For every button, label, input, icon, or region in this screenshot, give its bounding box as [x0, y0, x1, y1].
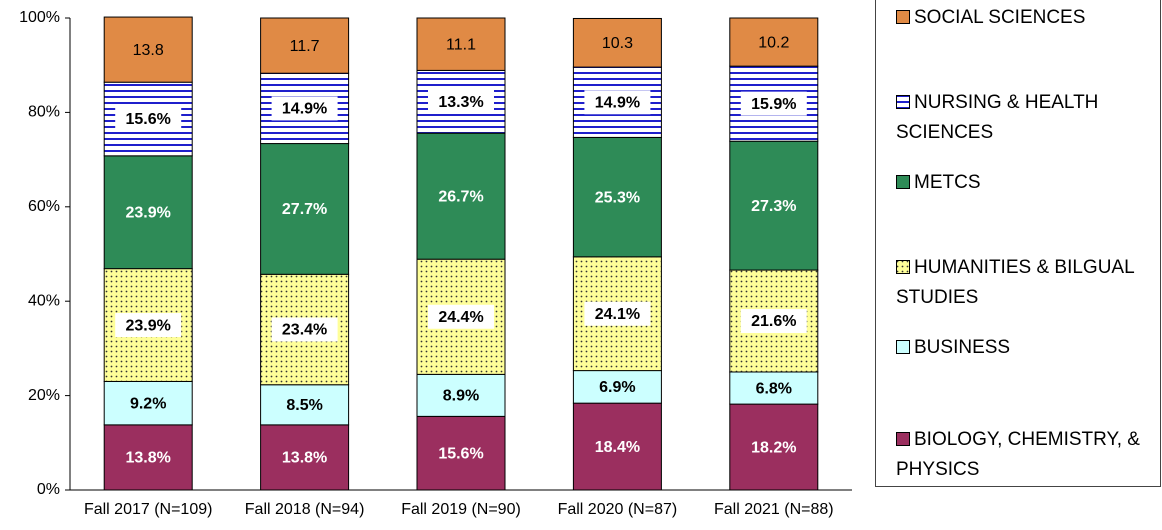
data-label: 9.2%: [130, 395, 166, 412]
legend-entry: BUSINESS: [896, 333, 1158, 363]
data-label: 14.9%: [595, 94, 640, 111]
swatch: [896, 432, 910, 446]
data-label: 10.2: [758, 34, 789, 51]
data-label: 11.7: [290, 38, 320, 55]
bar-segment: [572, 17, 662, 68]
y-tick-label: 60%: [28, 198, 60, 215]
legend-entry: METCS: [896, 168, 1158, 198]
legend-entry: NURSING & HEALTH SCIENCES: [896, 88, 1158, 148]
label-box: [271, 317, 338, 342]
legend-swatch: [896, 432, 910, 446]
data-label: 15.6%: [126, 111, 171, 128]
data-label: 8.5%: [286, 397, 322, 414]
legend-label: BUSINESS: [914, 337, 1011, 358]
data-label: 15.6%: [438, 445, 483, 462]
data-label: 25.3%: [595, 189, 640, 206]
x-tick-label: Fall 2018 (N=94): [245, 501, 365, 518]
bar-segment: [729, 140, 819, 271]
bar-segment: [416, 415, 506, 491]
label-box: [428, 304, 494, 329]
data-label: 15.9%: [751, 96, 796, 113]
data-label: 24.1%: [595, 306, 640, 323]
label-box: [740, 309, 807, 334]
x-tick-label: Fall 2021 (N=88): [714, 501, 834, 518]
data-label: 13.8%: [282, 450, 327, 467]
legend-swatch: [896, 175, 910, 189]
data-label: 18.4%: [595, 439, 640, 456]
x-tick-label: Fall 2019 (N=90): [401, 501, 521, 518]
swatch: [896, 95, 910, 109]
legend-entry: BIOLOGY, CHEMISTRY, & PHYSICS: [896, 425, 1158, 485]
y-tick-label: 0%: [37, 481, 60, 498]
data-label: 27.7%: [282, 201, 327, 218]
bar-segment: [103, 155, 193, 270]
legend-swatch: [896, 10, 910, 24]
label-box: [115, 313, 182, 338]
swatch: [896, 260, 910, 274]
swatch: [896, 340, 910, 354]
bar-segment: [260, 17, 350, 74]
x-tick-label: Fall 2017 (N=109): [84, 501, 213, 518]
x-tick-label: Fall 2020 (N=87): [558, 501, 678, 518]
bar-segment: [729, 403, 819, 491]
bar-segment: [416, 17, 506, 71]
legend-label: METCS: [914, 172, 981, 193]
legend-label: NURSING & HEALTH SCIENCES: [896, 92, 1099, 143]
data-label: 24.4%: [438, 309, 483, 326]
bar-segment: [416, 132, 506, 260]
data-label: 11.1: [446, 36, 476, 53]
data-label: 13.8: [133, 42, 164, 59]
data-label: 23.9%: [126, 204, 171, 221]
legend-label: SOCIAL SCIENCES: [914, 7, 1086, 28]
bar-segment: [260, 143, 350, 275]
data-label: 8.9%: [443, 388, 479, 405]
bar-segment: [103, 16, 193, 83]
data-label: 13.3%: [438, 94, 483, 111]
data-label: 18.2%: [751, 439, 796, 456]
swatch: [896, 10, 910, 24]
legend-label: BIOLOGY, CHEMISTRY, & PHYSICS: [896, 429, 1140, 480]
label-box: [740, 91, 807, 116]
bar-segment: [729, 17, 819, 67]
data-label: 6.8%: [756, 380, 792, 397]
legend-label: HUMANITIES & BILGUAL STUDIES: [896, 257, 1134, 308]
data-label: 23.4%: [282, 322, 327, 339]
data-label: 23.9%: [126, 317, 171, 334]
label-box: [428, 89, 494, 114]
y-tick-label: 20%: [28, 387, 60, 404]
data-label: 27.3%: [751, 198, 796, 215]
legend-entry: HUMANITIES & BILGUAL STUDIES: [896, 253, 1158, 313]
legend-swatch: [896, 340, 910, 354]
data-label: 14.9%: [282, 101, 327, 118]
label-box: [584, 301, 651, 326]
data-label: 10.3: [602, 35, 633, 52]
legend-entry: SOCIAL SCIENCES: [896, 3, 1158, 33]
data-label: 26.7%: [438, 188, 483, 205]
data-label: 6.9%: [599, 379, 635, 396]
chart: 0% 20% 40% 60% 80% 100% Fall 2017 (N=109) 13.8%…: [19, 9, 852, 518]
label-box: [271, 96, 338, 121]
legend: BIOLOGY, CHEMISTRY, & PHYSICS BUSINESS HUM…: [875, 0, 1161, 487]
legend-swatch: [896, 260, 910, 274]
bar-segment: [103, 380, 193, 426]
y-tick-label: 100%: [19, 9, 60, 26]
label-box: [584, 90, 651, 115]
data-label: 21.6%: [751, 313, 796, 330]
swatch: [896, 175, 910, 189]
legend-swatch: [896, 95, 910, 109]
bar-segment: [572, 136, 662, 258]
label-box: [115, 107, 182, 132]
y-tick-label: 40%: [28, 292, 60, 309]
data-label: 13.8%: [126, 450, 171, 467]
y-tick-label: 80%: [28, 104, 60, 121]
